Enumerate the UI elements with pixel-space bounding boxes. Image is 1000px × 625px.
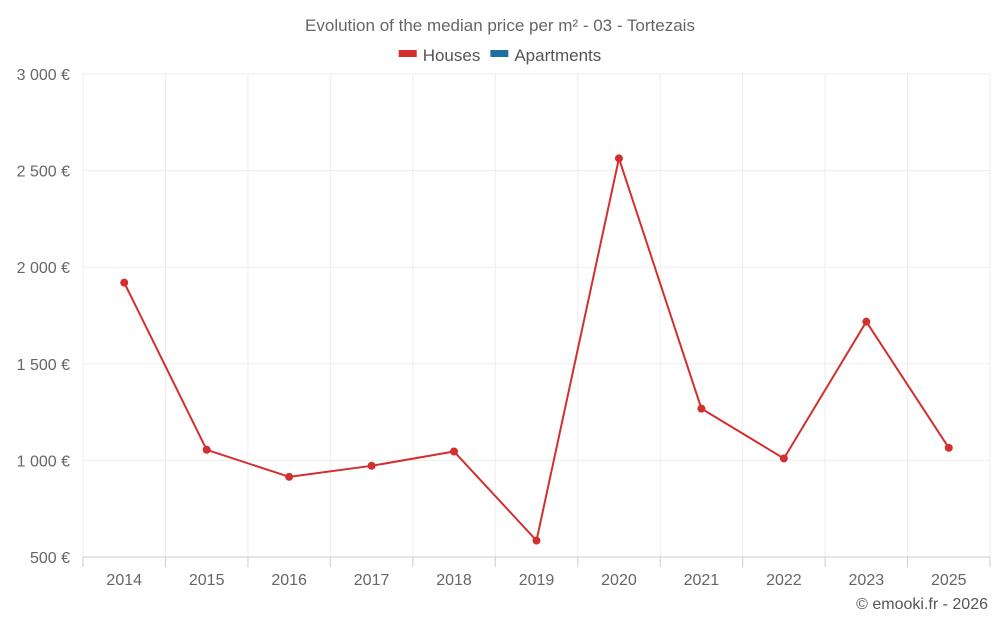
x-tick-label: 2023	[849, 572, 885, 589]
data-point[interactable]	[614, 154, 623, 163]
x-tick-label: 2015	[189, 572, 225, 589]
chart-title: Evolution of the median price per m² - 0…	[305, 16, 695, 35]
legend-label: Apartments	[514, 46, 601, 65]
x-tick-label: 2018	[436, 572, 472, 589]
x-axis: 2014 2015 2016 2017 2018 2019 2020 2021 2022 2023…	[82, 556, 991, 589]
data-point[interactable]	[779, 454, 788, 463]
data-point[interactable]	[862, 317, 871, 326]
y-tick-label: 1 500 €	[17, 357, 70, 374]
gridlines	[82, 73, 991, 557]
data-point[interactable]	[532, 536, 541, 545]
data-point[interactable]	[944, 443, 953, 452]
legend: Houses Apartments	[398, 46, 601, 65]
x-tick-label: 2019	[519, 572, 555, 589]
x-tick-label: 2025	[931, 572, 967, 589]
credit-text: © emooki.fr - 2026	[856, 596, 988, 613]
data-point[interactable]	[697, 404, 706, 413]
x-tick-label: 2016	[271, 572, 307, 589]
x-tick-label: 2014	[106, 572, 142, 589]
y-axis: 500 € 1 000 € 1 500 € 2 000 € 2 500 € 3 000 €	[17, 67, 70, 567]
x-tick-label: 2017	[354, 572, 390, 589]
x-tick-label: 2022	[766, 572, 802, 589]
series-layer	[120, 154, 953, 545]
legend-label: Houses	[423, 46, 481, 65]
y-tick-label: 1 000 €	[17, 453, 70, 470]
x-tick-label: 2020	[601, 572, 637, 589]
y-tick-label: 2 500 €	[17, 164, 70, 181]
data-point[interactable]	[367, 461, 376, 470]
x-tick-label: 2021	[684, 572, 720, 589]
data-point[interactable]	[450, 447, 459, 456]
y-tick-label: 3 000 €	[17, 67, 70, 84]
y-tick-label: 500 €	[30, 550, 70, 567]
legend-swatch	[398, 50, 417, 57]
y-tick-label: 2 000 €	[17, 260, 70, 277]
legend-swatch	[490, 50, 509, 57]
data-point[interactable]	[202, 445, 211, 454]
data-point[interactable]	[285, 472, 294, 481]
data-point[interactable]	[120, 278, 129, 287]
